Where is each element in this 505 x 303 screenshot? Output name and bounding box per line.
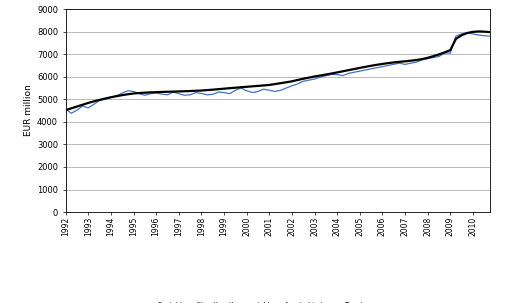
Social benefits other than social transfers in kind [289, 84, 295, 88]
Trend [345, 68, 351, 72]
Trend [210, 88, 216, 92]
Line: Social benefits other than social transfers in kind: Social benefits other than social transf… [66, 33, 490, 113]
Social benefits other than social transfers in kind [108, 95, 114, 99]
Trend [334, 71, 340, 74]
Trend [476, 30, 482, 33]
Legend: Social benefits other than social transfers in kind, Trend: Social benefits other than social transf… [138, 299, 366, 303]
Y-axis label: EUR million: EUR million [24, 85, 33, 136]
Social benefits other than social transfers in kind [68, 112, 74, 115]
Social benefits other than social transfers in kind [351, 70, 357, 74]
Social benefits other than social transfers in kind [63, 107, 69, 111]
Line: Trend: Trend [66, 32, 490, 110]
Trend [102, 97, 108, 100]
Trend [402, 59, 408, 63]
Trend [63, 108, 69, 112]
Trend [487, 30, 493, 34]
Social benefits other than social transfers in kind [487, 34, 493, 38]
Social benefits other than social transfers in kind [464, 31, 470, 35]
Trend [283, 81, 289, 84]
Social benefits other than social transfers in kind [215, 90, 221, 94]
Social benefits other than social transfers in kind [340, 74, 346, 78]
Social benefits other than social transfers in kind [408, 62, 414, 65]
